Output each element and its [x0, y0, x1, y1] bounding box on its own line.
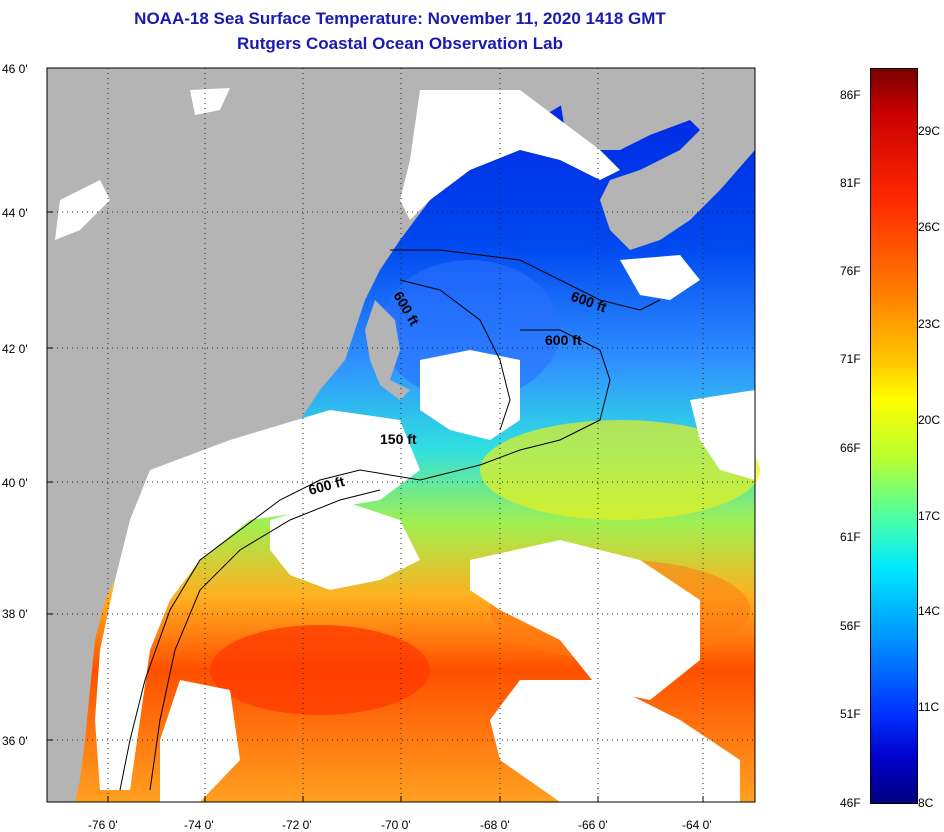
colorbar-c-17: 17C — [918, 509, 941, 523]
bathymetry-contours — [119, 249, 661, 791]
lon-label-68: -68 0' — [480, 818, 510, 832]
map-subtitle: Rutgers Coastal Ocean Observation Lab — [237, 34, 563, 53]
colorbar-f-86: 86F — [840, 88, 861, 102]
lat-label-42: 42 0' — [2, 342, 28, 356]
lon-label-72: -72 0' — [282, 818, 312, 832]
colorbar-f-56: 56F — [840, 619, 861, 633]
colorbar-c-20: 20C — [918, 413, 941, 427]
lat-label-44: 44 0' — [2, 206, 28, 220]
colorbar-c-8: 8C — [918, 796, 934, 810]
frame-ticks — [47, 211, 704, 802]
colorbar-c-23: 23C — [918, 317, 941, 331]
colorbar-f-46: 46F — [840, 796, 861, 810]
lat-label-36: 36 0' — [2, 734, 28, 748]
colorbar-f-81: 81F — [840, 176, 861, 190]
contour-150ft — [149, 489, 381, 791]
land-north — [47, 68, 600, 802]
contour-label-4: 150 ft — [380, 431, 417, 447]
cloud-cover — [55, 88, 755, 802]
contour-gulf-inner — [399, 279, 511, 431]
warm-core-yellow — [480, 420, 760, 520]
colorbar-f-66: 66F — [840, 441, 861, 455]
map-title: NOAA-18 Sea Surface Temperature: Novembe… — [134, 9, 666, 28]
lat-label-40: 40 0' — [2, 476, 28, 490]
land-cape-cod — [365, 300, 410, 400]
lon-label-74: -74 0' — [184, 818, 214, 832]
warm-core-red — [210, 625, 430, 715]
lon-label-76: -76 0' — [88, 818, 118, 832]
colorbar-f-61: 61F — [840, 530, 861, 544]
land-nova-scotia — [560, 68, 755, 250]
lat-label-46: 46 0' — [2, 62, 28, 76]
contour-600ft-shelf — [119, 329, 611, 791]
temperature-colorbar — [870, 68, 918, 804]
colorbar-f-76: 76F — [840, 264, 861, 278]
colorbar-c-26: 26C — [918, 220, 941, 234]
colorbar-f-51: 51F — [840, 707, 861, 721]
lon-label-66: -66 0' — [578, 818, 608, 832]
contour-600ft-gulf — [390, 249, 661, 311]
lon-label-70: -70 0' — [381, 818, 411, 832]
lon-label-64: -64 0' — [682, 818, 712, 832]
colorbar-f-71: 71F — [840, 352, 861, 366]
colorbar-c-29: 29C — [918, 124, 941, 138]
colorbar-c-11: 11C — [918, 700, 940, 714]
colorbar-c-14: 14C — [918, 604, 941, 618]
lat-label-38: 38 0' — [2, 607, 28, 621]
lat-lon-grid — [47, 68, 755, 802]
contour-label-3: 600 ft — [545, 332, 582, 348]
